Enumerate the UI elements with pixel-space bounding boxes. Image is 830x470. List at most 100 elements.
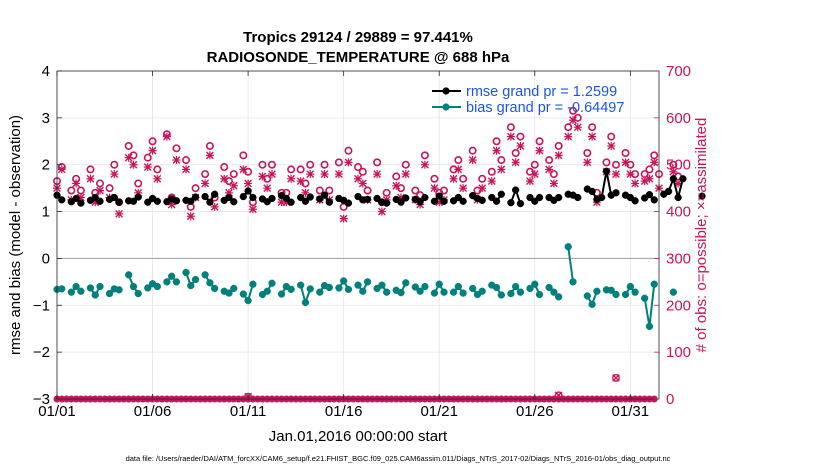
obs-possible-point-112 — [588, 123, 597, 132]
bias-point-92 — [492, 283, 501, 292]
rmse-point-77 — [421, 193, 429, 202]
rmse-point-93 — [497, 190, 505, 198]
bias-point-125 — [650, 280, 658, 288]
rmse-point-61 — [344, 199, 353, 207]
rmse-point-37 — [230, 198, 238, 206]
bias-point-45 — [268, 279, 276, 287]
bias-point-61 — [344, 285, 353, 294]
bias-point-19 — [144, 284, 152, 292]
obs-assimilated-point-45 — [268, 170, 276, 179]
y2-tick-label-2: 200 — [666, 297, 691, 314]
bias-point-51 — [297, 281, 305, 289]
rmse-point-32 — [206, 198, 214, 206]
obs-possible-point-75 — [411, 186, 420, 195]
obs-assimilated-point-43 — [258, 172, 267, 181]
obs-possible-point-17 — [134, 179, 143, 188]
obs-possible-point-116 — [607, 132, 616, 141]
legend-bias-marker — [442, 103, 450, 111]
bias-point-53 — [306, 285, 314, 293]
obs-assimilated-point-109 — [573, 123, 582, 132]
obs-possible-point-97 — [516, 132, 525, 141]
legend: rmse grand pr = 1.2599 bias grand pr = -… — [432, 84, 624, 116]
obs-assimilated-point-67 — [373, 170, 382, 179]
bias-point-21 — [153, 282, 161, 291]
rmse-point-76 — [416, 198, 424, 206]
obs-assimilated-point-68 — [377, 207, 386, 216]
low-count-point-2 — [612, 374, 620, 382]
obs-assimilated-point-49 — [287, 174, 296, 183]
low-count-circle-1 — [554, 391, 563, 400]
obs-assimilated-point-85 — [459, 184, 468, 193]
obs-possible-point-73 — [401, 160, 410, 169]
plot-frame — [56, 70, 660, 400]
y2-axis-label: # of obs: o=possible; ×=assimilated — [693, 118, 710, 353]
y-tick-label-6: 3 — [42, 110, 50, 127]
obs-assimilated-point-119 — [621, 158, 630, 167]
obs-assimilated-point-117 — [612, 170, 620, 179]
bias-point-59 — [335, 284, 343, 292]
obs-possible-point-29 — [191, 184, 200, 193]
low-count-point-1 — [554, 391, 563, 400]
obs-assimilated-point-93 — [497, 165, 506, 174]
obs-assimilated-point-95 — [506, 132, 515, 141]
rmse-point-89 — [478, 196, 486, 204]
bias-point-41 — [249, 280, 257, 288]
bias-point-27 — [182, 268, 190, 277]
obs-assimilated-point-121 — [631, 179, 640, 188]
obs-assimilated-point-64 — [358, 179, 367, 188]
obs-assimilated-point-1 — [57, 165, 66, 174]
obs-possible-point-79 — [430, 174, 439, 183]
rmse-point-53 — [306, 193, 314, 201]
obs-assimilated-point-91 — [487, 177, 496, 186]
axes-ticks: 01/01 01/06 01/11 01/16 01/21 01/26 01/31 −3 −2 −… — [33, 63, 691, 420]
bias-point-64 — [359, 287, 367, 295]
bias-point-49 — [287, 285, 295, 294]
obs-possible-point-31 — [201, 170, 210, 179]
rmse-point-45 — [268, 194, 276, 203]
rmse-point-131 — [679, 175, 687, 183]
rmse-point-100 — [531, 197, 539, 205]
obs-assimilated-point-9 — [96, 186, 104, 195]
obs-possible-point-51 — [296, 165, 305, 174]
obs-assimilated-point-129 — [669, 167, 678, 176]
rmse-point-121 — [631, 197, 639, 205]
y-tick-label-1: −2 — [33, 344, 50, 361]
obs-assimilated-point-15 — [124, 153, 133, 162]
bias-point-113 — [593, 287, 601, 295]
bias-point-100 — [531, 280, 539, 288]
obs-assimilated-point-7 — [86, 174, 95, 183]
obs-possible-point-49 — [287, 165, 296, 174]
obs-possible-point-65 — [363, 186, 372, 195]
obs-assimilated-point-97 — [516, 141, 525, 150]
obs-possible-point-27 — [182, 156, 191, 165]
obs-assimilated-point-125 — [650, 158, 659, 167]
obs-possible-point-20 — [148, 137, 157, 146]
y2-tick-label-6: 600 — [666, 110, 691, 127]
rmse-point-8 — [91, 193, 99, 202]
rmse-point-80 — [435, 192, 443, 200]
rmse-point-125 — [650, 196, 658, 204]
rmse-point-40 — [244, 187, 252, 195]
obs-possible-point-77 — [420, 151, 429, 160]
rmse-point-114 — [598, 193, 606, 202]
obs-possible-point-67 — [373, 158, 382, 167]
bias-point-117 — [612, 290, 620, 299]
obs-possible-point-21 — [153, 165, 162, 174]
y2-tick-label-4: 400 — [666, 204, 691, 221]
rmse-point-97 — [516, 199, 525, 208]
rmse-point-67 — [373, 194, 381, 203]
obs-possible-point-87 — [468, 146, 477, 155]
obs-possible-point-57 — [325, 186, 334, 195]
bias-point-119 — [621, 290, 630, 299]
rmse-point-112 — [588, 187, 596, 196]
bias-point-31 — [201, 271, 209, 279]
obs-possible-point-93 — [497, 156, 506, 165]
footer-datafile: data file: /Users/raeder/DAI/ATM_forcXX/… — [126, 454, 671, 463]
rmse-point-115 — [602, 167, 611, 175]
obs-assimilated-point-41 — [248, 205, 257, 214]
rmse-point-117 — [612, 189, 620, 197]
rmse-point-56 — [320, 191, 329, 199]
rmse-point-31 — [201, 192, 209, 201]
obs-assimilated-point-16 — [129, 160, 138, 169]
